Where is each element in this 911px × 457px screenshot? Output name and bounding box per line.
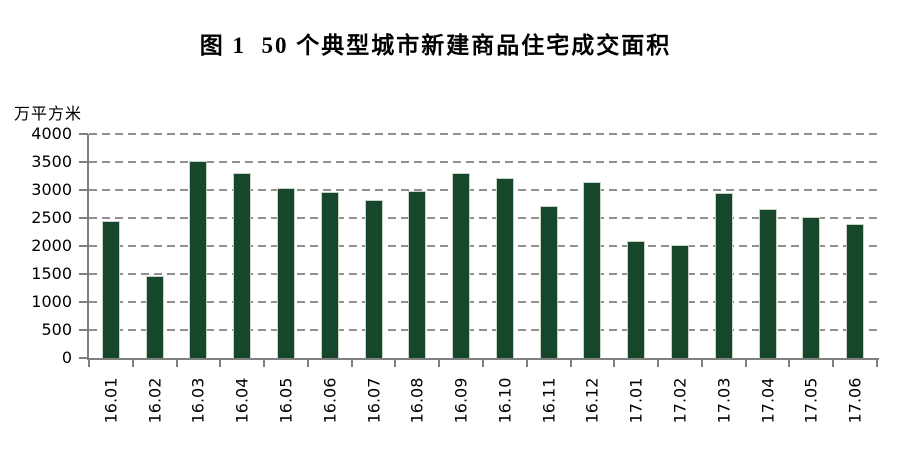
x-tick-mark <box>88 360 90 367</box>
bar <box>452 173 470 358</box>
y-tick-label: 1000 <box>31 292 72 311</box>
y-tick-mark <box>79 245 88 247</box>
x-tick-mark <box>570 360 572 367</box>
y-tick-label: 500 <box>41 320 72 339</box>
x-tick-label: 17.06 <box>845 377 865 424</box>
y-tick-mark <box>79 301 88 303</box>
bar <box>102 221 120 358</box>
x-tick-label: 17.02 <box>670 377 690 424</box>
x-tick-mark <box>438 360 440 367</box>
y-tick-mark <box>79 189 88 191</box>
x-tick-mark <box>307 360 309 367</box>
x-tick-label: 16.12 <box>582 377 602 424</box>
x-tick-label: 17.04 <box>758 377 778 424</box>
y-tick-label: 3000 <box>31 180 72 199</box>
x-tick-mark <box>832 360 834 367</box>
x-tick-mark <box>657 360 659 367</box>
bar <box>146 276 164 358</box>
gridline <box>89 245 877 247</box>
bar <box>802 217 820 358</box>
x-tick-mark <box>526 360 528 367</box>
x-tick-label: 16.10 <box>495 377 515 424</box>
x-tick-label: 17.03 <box>714 377 734 424</box>
y-tick-mark <box>79 133 88 135</box>
bar <box>671 245 689 358</box>
x-tick-mark <box>788 360 790 367</box>
bar <box>321 192 339 358</box>
bar <box>583 182 601 358</box>
y-tick-mark <box>79 161 88 163</box>
y-tick-mark <box>79 273 88 275</box>
y-tick-mark <box>79 329 88 331</box>
y-tick-label: 3500 <box>31 152 72 171</box>
x-tick-label: 16.07 <box>364 377 384 424</box>
y-axis-unit-label: 万平方米 <box>14 104 83 123</box>
x-tick-label: 17.01 <box>626 377 646 424</box>
gridline <box>89 273 877 275</box>
gridline <box>89 301 877 303</box>
x-tick-mark <box>701 360 703 367</box>
y-tick-label: 2500 <box>31 208 72 227</box>
y-tick-mark <box>79 217 88 219</box>
y-tick-label: 2000 <box>31 236 72 255</box>
x-tick-mark <box>394 360 396 367</box>
bar <box>233 173 251 358</box>
x-tick-label: 17.05 <box>801 377 821 424</box>
x-tick-label: 16.01 <box>101 377 121 424</box>
gridline <box>89 161 877 163</box>
x-tick-label: 16.03 <box>188 377 208 424</box>
x-tick-mark <box>219 360 221 367</box>
x-tick-mark <box>176 360 178 367</box>
bar <box>408 191 426 358</box>
y-axis-line <box>87 134 89 360</box>
x-tick-mark <box>263 360 265 367</box>
bar <box>189 161 207 358</box>
bar <box>627 241 645 358</box>
bar <box>846 224 864 358</box>
bar <box>277 188 295 358</box>
bar <box>365 200 383 358</box>
y-tick-mark <box>79 357 88 359</box>
bar <box>496 178 514 358</box>
chart-title: 图 1 50 个典型城市新建商品住宅成交面积 <box>199 33 672 58</box>
x-tick-label: 16.06 <box>320 377 340 424</box>
x-tick-label: 16.11 <box>539 377 559 424</box>
y-tick-label: 4000 <box>31 124 72 143</box>
x-tick-label: 16.04 <box>232 377 252 424</box>
x-tick-label: 16.08 <box>407 377 427 424</box>
x-tick-mark <box>745 360 747 367</box>
x-tick-mark <box>876 360 878 367</box>
gridline <box>89 217 877 219</box>
bar <box>540 206 558 358</box>
gridline <box>89 133 877 135</box>
x-tick-label: 16.02 <box>145 377 165 424</box>
plot-area <box>89 133 877 358</box>
gridline <box>89 329 877 331</box>
x-tick-mark <box>613 360 615 367</box>
x-tick-mark <box>351 360 353 367</box>
x-tick-label: 16.05 <box>276 377 296 424</box>
x-tick-mark <box>482 360 484 367</box>
y-tick-label: 0 <box>61 348 72 367</box>
x-tick-mark <box>132 360 134 367</box>
bar <box>715 193 733 358</box>
bar <box>759 209 777 358</box>
x-tick-label: 16.09 <box>451 377 471 424</box>
x-axis-line <box>87 358 879 360</box>
gridline <box>89 189 877 191</box>
y-tick-label: 1500 <box>31 264 72 283</box>
